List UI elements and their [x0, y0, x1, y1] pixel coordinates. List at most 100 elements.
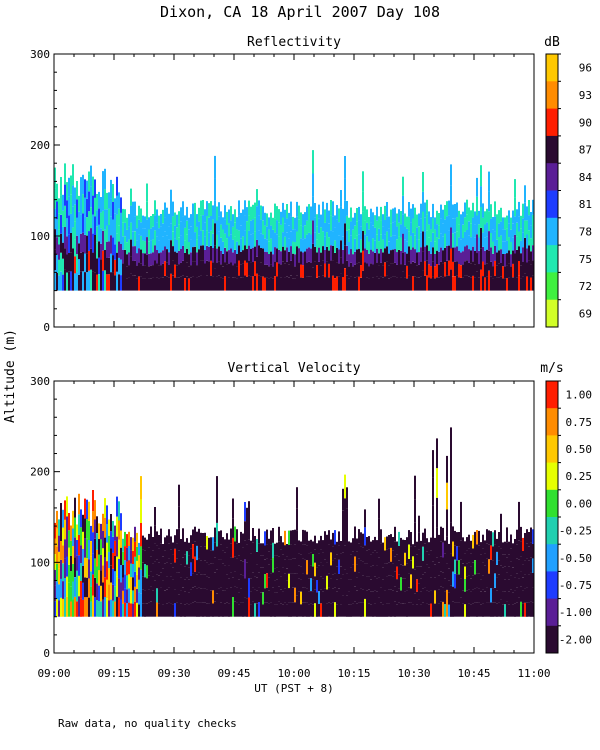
heatmap-cell — [106, 598, 108, 617]
heatmap-cell — [476, 271, 478, 291]
heatmap-cell — [326, 217, 328, 233]
heatmap-cell — [258, 230, 260, 246]
heatmap-cell — [388, 535, 390, 549]
heatmap-cell — [100, 228, 102, 244]
heatmap-cell — [92, 511, 94, 533]
heatmap-cell — [196, 602, 198, 617]
heatmap-cell — [526, 529, 528, 544]
heatmap-cell — [222, 229, 224, 242]
heatmap-cell — [326, 232, 328, 247]
heatmap-cell — [202, 602, 204, 617]
heatmap-cell — [146, 254, 148, 273]
heatmap-cell — [270, 251, 272, 265]
heatmap-cell — [326, 246, 328, 262]
heatmap-cell — [312, 220, 314, 244]
heatmap-cell — [212, 563, 214, 577]
heatmap-cell — [138, 579, 140, 593]
heatmap-cell — [530, 238, 532, 252]
heatmap-cell — [122, 208, 124, 223]
heatmap-cell — [346, 275, 348, 291]
heatmap-cell — [190, 562, 192, 576]
heatmap-cell — [316, 227, 318, 240]
heatmap-cell — [450, 206, 452, 228]
heatmap-cell — [428, 554, 430, 567]
heatmap-cell — [504, 554, 506, 567]
heatmap-cell — [250, 248, 252, 263]
heatmap-cell — [396, 252, 398, 265]
heatmap-cell — [338, 531, 340, 546]
heatmap-cell — [400, 250, 402, 265]
heatmap-cell — [380, 602, 382, 617]
heatmap-cell — [370, 604, 372, 617]
heatmap-cell — [354, 225, 356, 239]
heatmap-cell — [502, 567, 504, 580]
heatmap-cell — [148, 266, 150, 279]
heatmap-cell — [478, 530, 480, 546]
heatmap-cell — [404, 603, 406, 617]
heatmap-cell — [474, 211, 476, 225]
heatmap-cell — [476, 558, 478, 574]
heatmap-cell — [298, 604, 300, 617]
heatmap-cell — [196, 574, 198, 589]
heatmap-cell — [140, 276, 142, 291]
heatmap-cell — [252, 601, 254, 617]
heatmap-cell — [268, 590, 270, 604]
heatmap-cell — [98, 585, 100, 602]
heatmap-cell — [380, 529, 382, 544]
heatmap-cell — [374, 550, 376, 564]
colorbar-swatch — [546, 190, 558, 219]
heatmap-cell — [488, 211, 490, 232]
heatmap-cell — [290, 530, 292, 545]
heatmap-cell — [72, 563, 74, 582]
heatmap-cell — [188, 592, 190, 605]
heatmap-cell — [64, 519, 66, 540]
heatmap-cell — [514, 603, 516, 617]
heatmap-cell — [322, 201, 324, 217]
heatmap-cell — [410, 532, 412, 547]
heatmap-cell — [502, 254, 504, 267]
heatmap-cell — [324, 545, 326, 560]
heatmap-cell — [430, 564, 432, 578]
heatmap-cell — [414, 249, 416, 263]
heatmap-cell — [378, 577, 380, 598]
heatmap-cell — [384, 262, 386, 277]
heatmap-cell — [412, 580, 414, 593]
heatmap-cell — [172, 554, 174, 568]
heatmap-cell — [326, 603, 328, 617]
heatmap-cell — [384, 205, 386, 220]
heatmap-cell — [172, 567, 174, 580]
heatmap-cell — [190, 576, 192, 590]
heatmap-cell — [74, 537, 76, 558]
heatmap-cell — [500, 599, 502, 617]
heatmap-cell — [406, 265, 408, 279]
heatmap-cell — [152, 603, 154, 617]
heatmap-cell — [208, 276, 210, 291]
colorbar-label: 0.50 — [566, 443, 593, 456]
heatmap-cell — [156, 559, 158, 574]
heatmap-cell — [228, 603, 230, 617]
heatmap-cell — [120, 599, 122, 617]
heatmap-cell — [384, 248, 386, 263]
heatmap-cell — [374, 252, 376, 266]
heatmap-cell — [468, 235, 470, 249]
heatmap-cell — [452, 571, 454, 587]
heatmap-cell — [252, 587, 254, 602]
heatmap-cell — [506, 253, 508, 266]
heatmap-cell — [496, 252, 498, 266]
x-axis-label: UT (PST + 8) — [254, 682, 333, 695]
heatmap-cell — [58, 229, 60, 245]
heatmap-cell — [360, 574, 362, 589]
x-tick-label: 10:45 — [457, 667, 490, 680]
heatmap-cell — [94, 577, 96, 598]
heatmap-cell — [510, 534, 512, 549]
heatmap-cell — [224, 219, 226, 234]
heatmap-cell — [342, 552, 344, 575]
heatmap-cell — [500, 548, 502, 566]
heatmap-cell — [388, 228, 390, 242]
heatmap-cell — [96, 600, 98, 617]
heatmap-cell — [210, 245, 212, 261]
heatmap-cell — [224, 262, 226, 277]
heatmap-cell — [188, 278, 190, 291]
heatmap-cell — [270, 544, 272, 560]
heatmap-cell — [384, 234, 386, 249]
